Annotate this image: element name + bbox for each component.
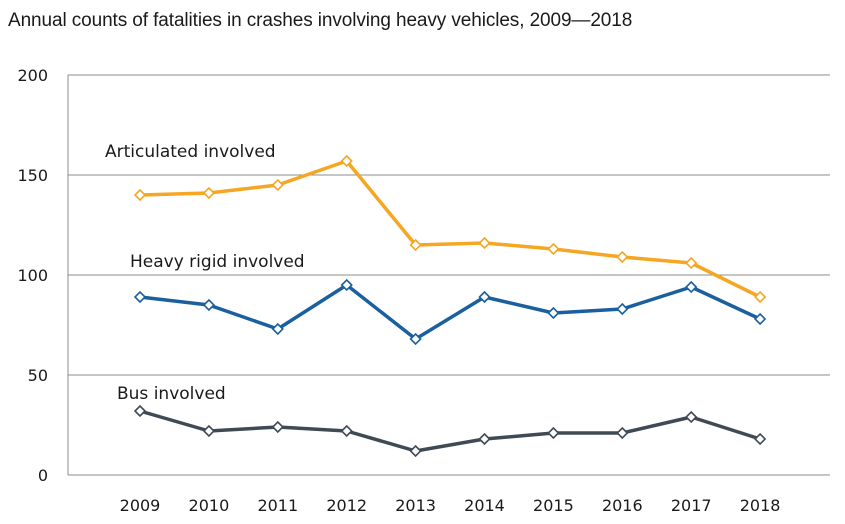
point-heavy-rigid-involved-2010	[202, 298, 216, 312]
series-label-heavy-rigid-involved: Heavy rigid involved	[130, 252, 305, 272]
point-articulated-involved-2014	[478, 236, 491, 250]
axes	[67, 75, 830, 476]
point-heavy-rigid-involved-2012	[340, 278, 353, 292]
point-heavy-rigid-involved-2009	[133, 290, 147, 304]
series-markers	[133, 154, 767, 458]
point-heavy-rigid-involved-2013	[409, 332, 422, 346]
point-articulated-involved-2010	[202, 186, 216, 200]
x-tick-label-2015: 2015	[533, 496, 574, 515]
point-heavy-rigid-involved-2016	[616, 302, 629, 316]
x-tick-label-2018: 2018	[740, 496, 781, 515]
point-bus-involved-2016	[616, 426, 629, 440]
grid-lines	[68, 74, 830, 376]
point-bus-involved-2015	[547, 426, 560, 440]
point-bus-involved-2009	[133, 404, 147, 418]
point-bus-involved-2013	[409, 444, 422, 458]
x-axis-tick-labels: 2009 2010 2011 2012 2013 2014 2015 2016 2017 2018	[120, 496, 781, 515]
y-tick-label-150: 150	[17, 166, 48, 185]
chart-title: Annual counts of fatalities in crashes i…	[8, 10, 633, 31]
x-tick-label-2013: 2013	[395, 496, 436, 515]
series-label-articulated-involved: Articulated involved	[105, 142, 276, 162]
y-axis-tick-labels: 0 50 100 150 200	[17, 66, 48, 485]
point-heavy-rigid-involved-2018	[753, 312, 767, 326]
point-heavy-rigid-involved-2015	[547, 306, 560, 320]
series-label-bus-involved: Bus involved	[117, 384, 226, 404]
x-tick-label-2010: 2010	[189, 496, 230, 515]
x-tick-label-2011: 2011	[257, 496, 298, 515]
point-bus-involved-2011	[271, 420, 284, 434]
point-bus-involved-2017	[685, 410, 698, 424]
point-articulated-involved-2015	[547, 242, 560, 256]
point-articulated-involved-2012	[340, 154, 353, 168]
series-lines	[139, 159, 761, 453]
point-bus-involved-2010	[202, 424, 216, 438]
point-articulated-involved-2013	[409, 238, 422, 252]
x-tick-label-2017: 2017	[671, 496, 712, 515]
y-tick-label-100: 100	[17, 266, 48, 285]
point-articulated-involved-2011	[271, 178, 284, 192]
point-articulated-involved-2009	[133, 188, 147, 202]
point-heavy-rigid-involved-2017	[685, 280, 698, 294]
y-tick-label-200: 200	[17, 66, 48, 85]
series-line-heavy-rigid-involved	[139, 283, 761, 341]
series-labels: Articulated involved Heavy rigid involved…	[105, 142, 305, 404]
series-line-bus-involved	[139, 409, 761, 453]
series-line-articulated-involved	[139, 159, 761, 299]
point-articulated-involved-2016	[616, 250, 629, 264]
point-bus-involved-2018	[753, 432, 767, 446]
point-heavy-rigid-involved-2011	[271, 322, 284, 336]
x-tick-label-2014: 2014	[464, 496, 505, 515]
point-heavy-rigid-involved-2014	[478, 290, 491, 304]
y-tick-label-0: 0	[38, 466, 48, 485]
x-tick-label-2009: 2009	[120, 496, 161, 515]
point-articulated-involved-2017	[685, 256, 698, 270]
y-tick-label-50: 50	[28, 366, 48, 385]
point-bus-involved-2014	[478, 432, 491, 446]
point-articulated-involved-2018	[753, 290, 767, 304]
x-tick-label-2012: 2012	[326, 496, 367, 515]
point-bus-involved-2012	[340, 424, 353, 438]
x-tick-label-2016: 2016	[602, 496, 643, 515]
